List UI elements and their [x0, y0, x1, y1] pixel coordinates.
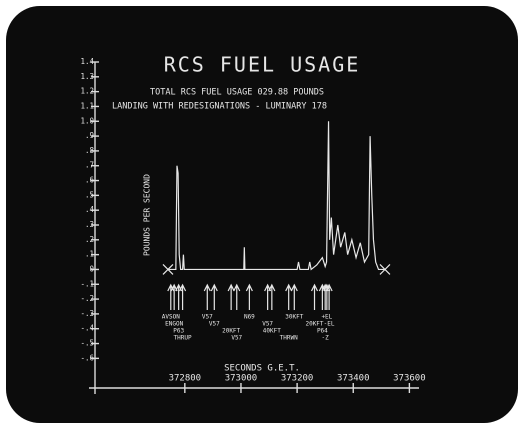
event-label: 40KFT — [263, 328, 281, 335]
chart: RCS FUEL USAGE TOTAL RCS FUEL USAGE 029.… — [0, 0, 524, 429]
event-label: -EL — [324, 321, 335, 328]
event-label: P63 — [173, 328, 184, 335]
y-axis-label: POUNDS PER SECOND — [143, 174, 152, 256]
x-tick-label: 373000 — [225, 374, 258, 384]
y-tick-label: 1.3 — [80, 72, 94, 81]
y-tick-label: -.6 — [80, 353, 94, 362]
event-label: 20KFT — [222, 328, 240, 335]
subtitle: LANDING WITH REDESIGNATIONS - LUMINARY 1… — [112, 102, 327, 112]
y-tick-label: .7 — [85, 161, 94, 170]
event-label: 20KFT — [305, 321, 323, 328]
y-tick-label: -.5 — [80, 339, 94, 348]
event-label: AVSON — [162, 314, 180, 321]
x-axis-label: SECONDS G.E.T. — [224, 364, 300, 374]
y-tick-label: -.4 — [80, 324, 94, 333]
y-tick-label: 1.2 — [80, 87, 94, 96]
chart-title: RCS FUEL USAGE — [164, 53, 361, 77]
y-tick-label: .5 — [85, 190, 94, 199]
event-label: 30KFT — [285, 314, 303, 321]
x-tick-label: 373200 — [281, 374, 314, 384]
event-label: THRUP — [174, 335, 192, 342]
event-label: V57 — [231, 335, 242, 342]
y-tick-label: .3 — [85, 220, 94, 229]
y-tick-label: .4 — [85, 205, 95, 214]
x-tick-label: 372800 — [169, 374, 202, 384]
event-label: V57 — [202, 314, 213, 321]
y-tick-label: 1.0 — [80, 116, 94, 125]
event-label: +EL — [321, 314, 332, 321]
y-tick-label: -.2 — [80, 294, 94, 303]
event-label: N69 — [244, 314, 255, 321]
y-tick-label: .2 — [85, 235, 94, 244]
event-label: V57 — [262, 321, 273, 328]
y-tick-label: 0 — [89, 264, 94, 273]
event-label: ENGON — [165, 321, 183, 328]
x-tick-label: 373600 — [393, 374, 426, 384]
x-tick-label: 373400 — [337, 374, 370, 384]
event-label: P64 — [317, 328, 328, 335]
y-tick-label: 1.1 — [80, 101, 94, 110]
y-tick-label: -.1 — [80, 279, 94, 288]
y-tick-label: .9 — [85, 131, 94, 140]
event-label: V57 — [209, 321, 220, 328]
event-label: -Z — [322, 335, 330, 342]
event-label: THRWN — [280, 335, 298, 342]
subtitle: TOTAL RCS FUEL USAGE 029.88 POUNDS — [150, 88, 324, 98]
y-tick-label: .1 — [85, 250, 94, 259]
y-tick-label: 1.4 — [80, 57, 94, 66]
y-tick-label: .8 — [85, 146, 95, 155]
y-tick-label: -.3 — [80, 309, 94, 318]
y-tick-label: .6 — [85, 176, 95, 185]
